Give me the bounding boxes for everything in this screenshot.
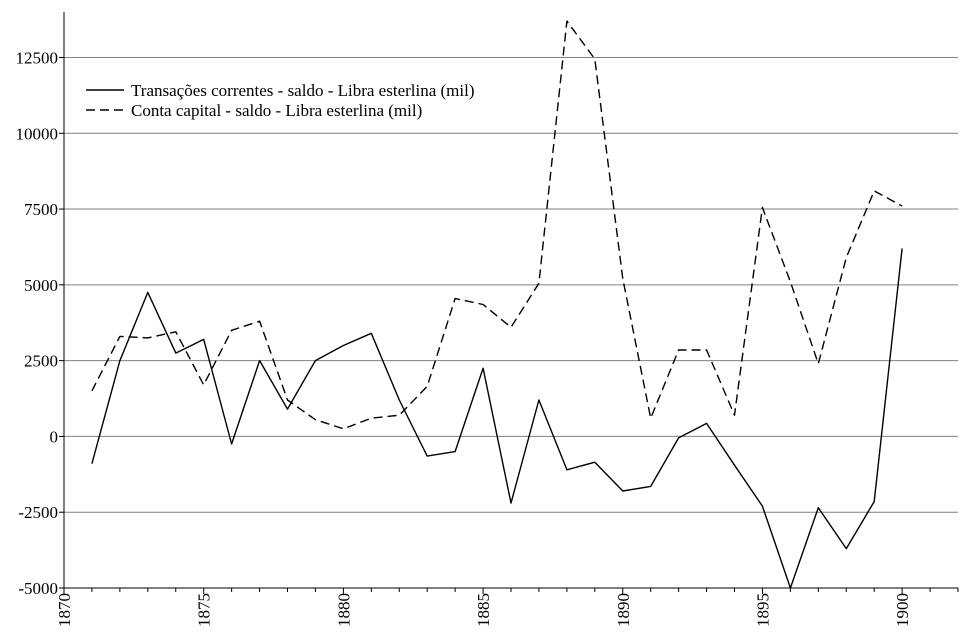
y-tick-label: -5000 — [18, 579, 58, 598]
legend: Transações correntes - saldo - Libra est… — [86, 81, 475, 120]
y-tick-label: 7500 — [24, 200, 58, 219]
legend-label: Transações correntes - saldo - Libra est… — [131, 81, 475, 100]
x-tick-label: 1880 — [334, 593, 353, 627]
series-line-current-account — [91, 248, 903, 589]
y-tick-label: -2500 — [18, 503, 58, 522]
x-tick-label: 1885 — [474, 593, 493, 627]
y-tick-label: 5000 — [24, 276, 58, 295]
x-tick-label: 1875 — [195, 593, 214, 627]
y-tick-label: 10000 — [16, 124, 59, 143]
axes: -5000 -2500 0 2500 5000 7500 10000 12500 1870 187… — [16, 12, 959, 627]
x-tick-label: 1870 — [55, 593, 74, 627]
x-tick-label: 1890 — [614, 593, 633, 627]
x-tick-label: 1900 — [893, 593, 912, 627]
series-line-capital-account — [91, 20, 903, 430]
legend-label: Conta capital - saldo - Libra esterlina … — [131, 101, 422, 120]
series-group — [91, 20, 903, 589]
x-tick-label: 1895 — [753, 593, 772, 627]
y-tick-label: 0 — [50, 427, 59, 446]
y-tick-label: 12500 — [16, 48, 59, 67]
grid-lines — [64, 56, 958, 589]
y-tick-label: 2500 — [24, 352, 58, 371]
